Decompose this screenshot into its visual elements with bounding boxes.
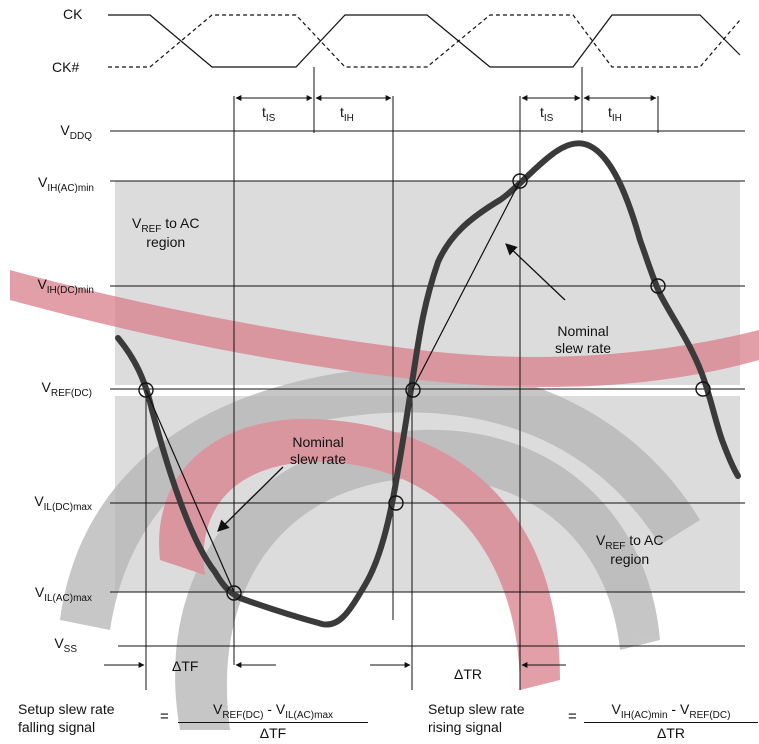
nominal-rising-pointer bbox=[505, 243, 566, 301]
vddq-label: VDDQ bbox=[60, 122, 92, 142]
delta-tf-label: ΔTF bbox=[172, 658, 199, 674]
falling-equals: = bbox=[160, 708, 169, 725]
rising-denominator: ΔTR bbox=[656, 725, 685, 741]
vih-ac-min-label: VIH(AC)min bbox=[37, 174, 94, 194]
nominal-slew-rising-line bbox=[411, 180, 521, 391]
nominal-slew-falling-line bbox=[145, 389, 235, 593]
falling-fraction: VREF(DC) - VIL(AC)max ΔTF bbox=[178, 700, 368, 742]
vss-label: VSS bbox=[54, 635, 77, 655]
falling-numerator: VREF(DC) - VIL(AC)max bbox=[178, 700, 368, 723]
ck-n-label: CK# bbox=[52, 59, 80, 75]
ck-waveform bbox=[108, 14, 741, 68]
level-lines bbox=[110, 130, 745, 647]
lower-region-label: VREF to AC region bbox=[596, 532, 664, 567]
tih-label-2: tIH bbox=[608, 104, 622, 124]
vil-ac-max-label: VIL(AC)max bbox=[34, 584, 92, 604]
tis-label-1: tIS bbox=[262, 104, 276, 124]
falling-denominator: ΔTF bbox=[259, 725, 287, 741]
vertical-lines bbox=[145, 67, 659, 690]
vih-dc-min-label: VIH(DC)min bbox=[37, 276, 94, 296]
signal-waveform bbox=[115, 140, 741, 628]
delta-tr-label: ΔTR bbox=[454, 666, 483, 682]
ck-label: CK bbox=[63, 6, 83, 22]
vil-dc-max-label: VIL(DC)max bbox=[34, 493, 92, 513]
upper-region-label: VREF to AC region bbox=[132, 215, 200, 250]
rising-equation-label: Setup slew rate rising signal bbox=[428, 701, 525, 735]
watermark bbox=[10, 270, 759, 730]
crossing-circles bbox=[138, 173, 711, 601]
vref-dc-label: VREF(DC) bbox=[41, 379, 92, 399]
nominal-rising-note: Nominal slew rate bbox=[555, 323, 612, 356]
rising-equals: = bbox=[568, 708, 577, 725]
rising-numerator: VIH(AC)min - VREF(DC) bbox=[584, 700, 758, 723]
tis-label-2: tIS bbox=[540, 104, 554, 124]
nominal-falling-note: Nominal slew rate bbox=[290, 434, 347, 467]
falling-equation-label: Setup slew rate falling signal bbox=[18, 701, 115, 735]
rising-fraction: VIH(AC)min - VREF(DC) ΔTR bbox=[584, 700, 758, 742]
nominal-falling-pointer bbox=[217, 466, 284, 532]
ck-n-waveform bbox=[108, 14, 741, 68]
tih-label-1: tIH bbox=[340, 104, 354, 124]
